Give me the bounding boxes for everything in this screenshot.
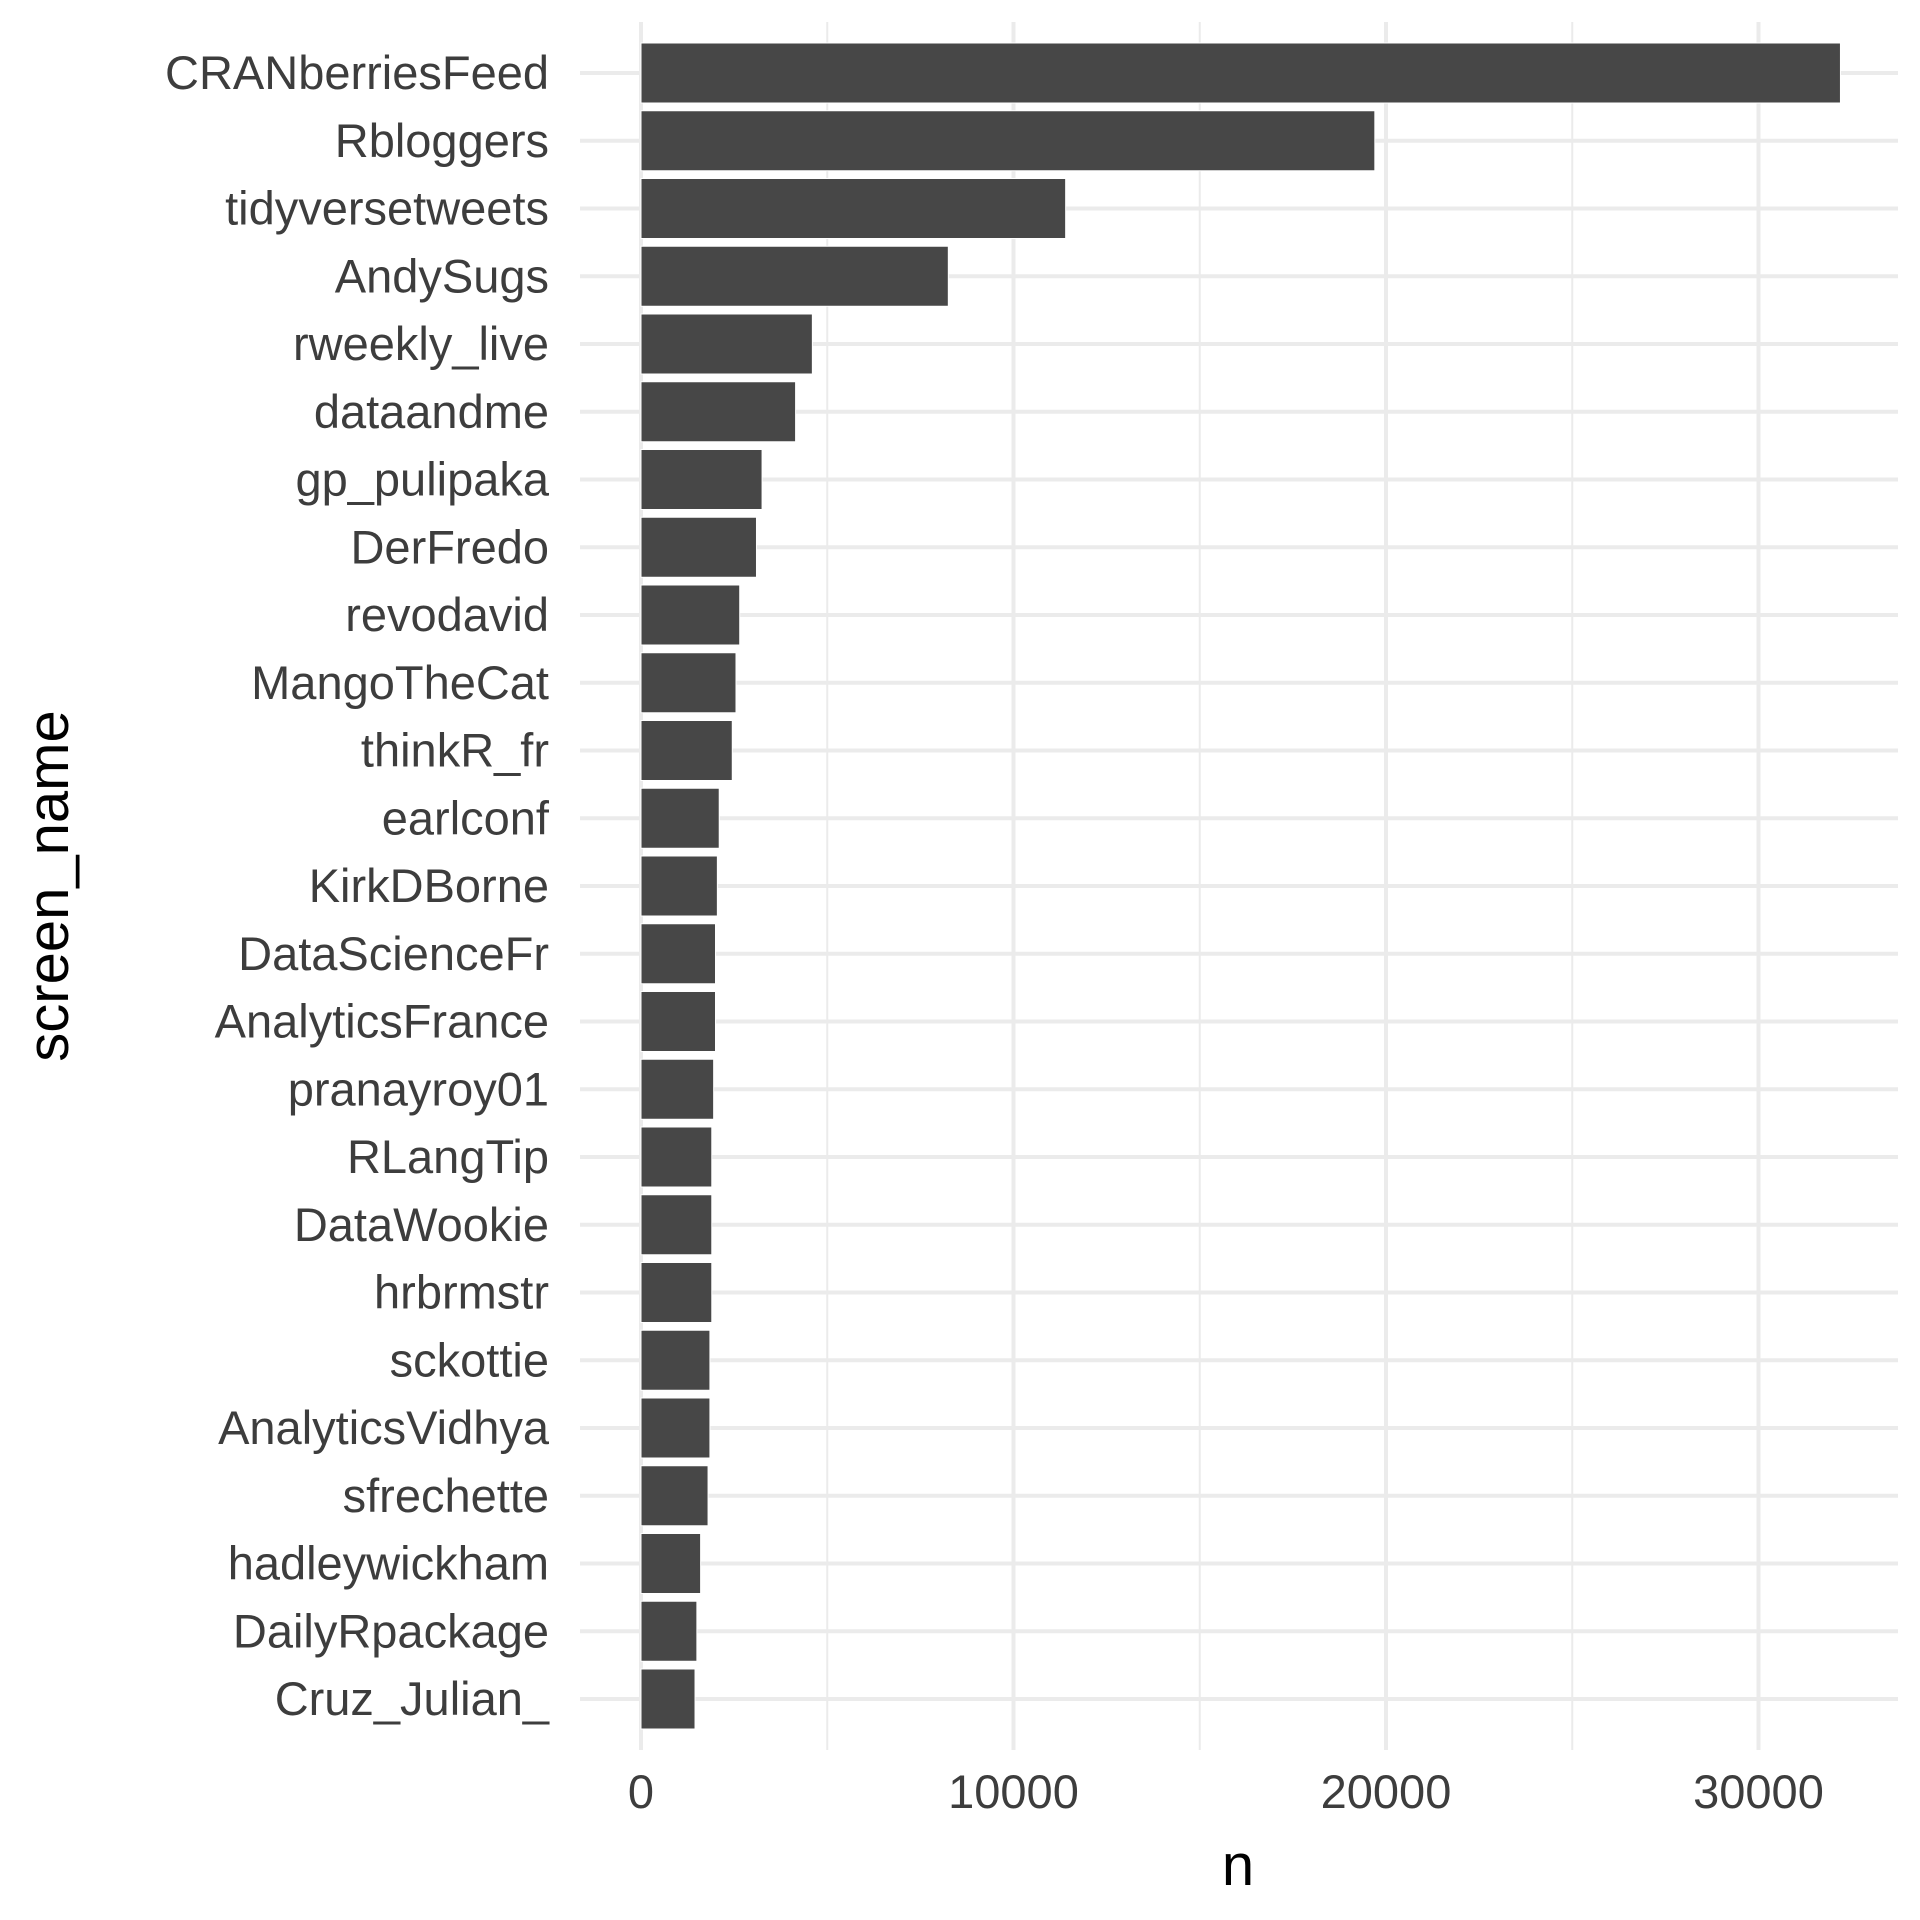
x-tick-label: 10000 [948, 1765, 1079, 1818]
bar-CRANberriesFeed [640, 42, 1841, 104]
y-tick-label: earlconf [382, 791, 550, 844]
y-tick-label: MangoTheCat [251, 656, 549, 709]
y-tick-label: tidyversetweets [225, 182, 549, 235]
y-tick-label: sckottie [390, 1333, 549, 1386]
y-tick-label: DataWookie [294, 1198, 549, 1251]
bar-DerFredo [640, 516, 757, 578]
y-tick-label: hrbrmstr [374, 1266, 549, 1319]
x-tick-label: 0 [628, 1765, 654, 1818]
bar-Rbloggers [640, 110, 1376, 172]
bar-MangoTheCat [640, 652, 737, 714]
y-tick-label: AnalyticsVidhya [218, 1401, 550, 1454]
bar-DailyRpackage [640, 1600, 698, 1662]
y-tick-label: sfrechette [343, 1469, 549, 1522]
bar-Cruz_Julian_ [640, 1668, 696, 1730]
bar-DataWookie [640, 1194, 713, 1256]
y-tick-labels: CRANberriesFeed Rbloggers tidyversetweets A… [165, 46, 550, 1725]
bar-hrbrmstr [640, 1262, 713, 1323]
y-tick-label: rweekly_live [293, 317, 549, 370]
y-tick-label: thinkR_fr [361, 724, 549, 777]
bar-revodavid [640, 584, 741, 646]
y-tick-label: RLangTip [347, 1130, 549, 1183]
bar-DataScienceFr [640, 923, 716, 985]
y-tick-label: revodavid [345, 588, 549, 641]
x-tick-label: 30000 [1693, 1765, 1824, 1818]
bar-dataandme [640, 381, 797, 443]
x-tick-labels: 0 10000 20000 30000 [628, 1765, 1824, 1818]
bar-RLangTip [640, 1126, 713, 1188]
bars [640, 42, 1841, 1730]
bar-KirkDBorne [640, 855, 718, 917]
x-axis-title: n [1222, 1833, 1254, 1898]
y-tick-label: DataScienceFr [238, 927, 549, 980]
y-tick-label: AndySugs [335, 249, 549, 302]
y-tick-label: dataandme [314, 385, 549, 438]
bar-AndySugs [640, 245, 949, 307]
bar-sckottie [640, 1329, 711, 1391]
bar-pranayroy01 [640, 1058, 715, 1120]
y-tick-label: DerFredo [350, 520, 549, 573]
y-tick-label: pranayroy01 [288, 1062, 549, 1115]
y-tick-label: hadleywickham [228, 1537, 549, 1590]
bar-tidyversetweets [640, 178, 1067, 239]
bar-rweekly_live [640, 313, 813, 375]
y-axis-title: screen_name [16, 710, 81, 1061]
y-tick-label: Rbloggers [335, 114, 549, 167]
x-tick-label: 20000 [1321, 1765, 1452, 1818]
y-tick-label: DailyRpackage [233, 1604, 549, 1657]
bar-thinkR_fr [640, 720, 733, 781]
bar-AnalyticsFrance [640, 991, 716, 1052]
bar-sfrechette [640, 1465, 709, 1527]
y-tick-label: CRANberriesFeed [165, 46, 549, 99]
bar-hadleywickham [640, 1533, 702, 1594]
bar-earlconf [640, 787, 720, 849]
y-tick-label: Cruz_Julian_ [275, 1672, 550, 1725]
y-tick-label: KirkDBorne [309, 859, 549, 912]
bar-gp_pulipaka [640, 449, 763, 510]
y-tick-label: gp_pulipaka [296, 453, 550, 506]
y-tick-label: AnalyticsFrance [215, 995, 549, 1048]
bar-AnalyticsVidhya [640, 1397, 711, 1459]
